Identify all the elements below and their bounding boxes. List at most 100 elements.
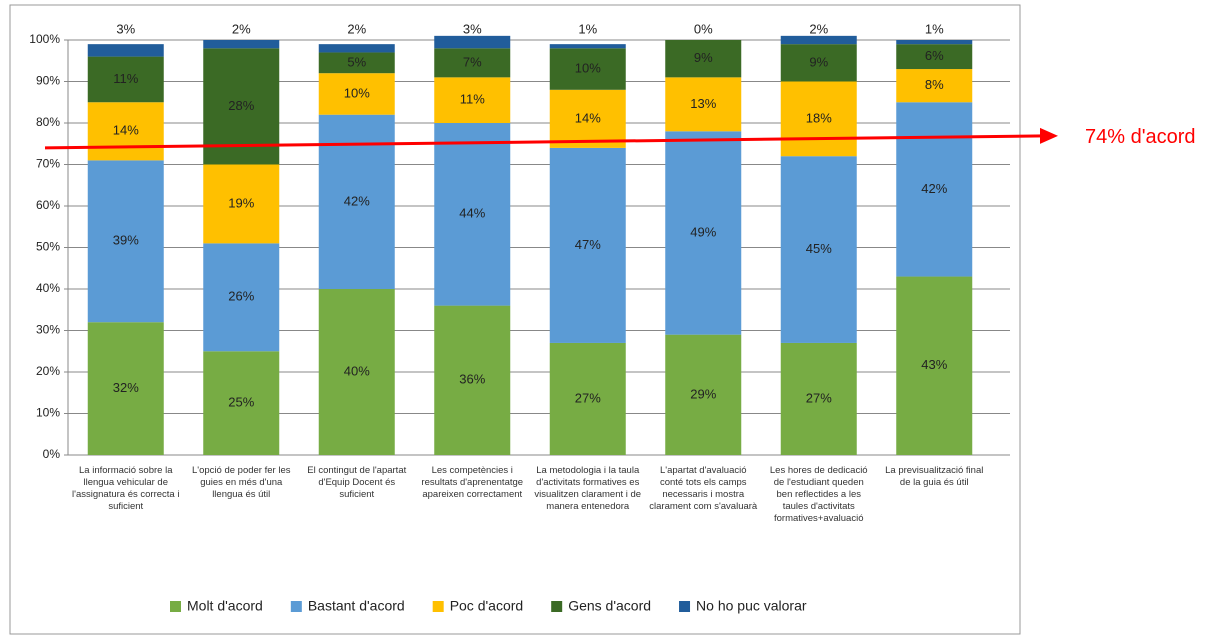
bar-segment — [896, 69, 973, 103]
data-label: 5% — [347, 54, 366, 69]
bar-segment — [780, 342, 857, 455]
bar-segment — [780, 81, 857, 157]
y-tick-label: 60% — [36, 198, 60, 212]
legend-swatch — [290, 601, 302, 612]
bar-segment — [896, 102, 973, 277]
x-tick-label: L'apartat d'avaluació conté tots els cam… — [649, 465, 758, 512]
data-label: 42% — [344, 193, 370, 208]
data-label: 18% — [806, 110, 832, 125]
legend-label: No ho puc valorar — [696, 598, 807, 614]
data-label: 9% — [809, 54, 828, 69]
legend-swatch — [432, 601, 444, 612]
data-label: 13% — [690, 96, 716, 111]
bar-segment — [203, 351, 280, 455]
bar-segment — [665, 131, 742, 335]
bar-segment — [87, 160, 164, 323]
data-label: 10% — [344, 85, 370, 100]
bar-segment — [318, 289, 395, 455]
x-tick-label: La metodologia i la taula d'activitats f… — [534, 465, 642, 512]
data-label: 45% — [806, 241, 832, 256]
data-label: 3% — [116, 21, 135, 36]
x-tick-label: Les competències i resultats d'aprenenta… — [421, 465, 524, 500]
data-label: 25% — [228, 395, 254, 410]
bar-segment — [780, 44, 857, 82]
bar-segment — [318, 73, 395, 115]
data-label: 19% — [228, 195, 254, 210]
bar-segment — [434, 123, 511, 306]
y-tick-label: 50% — [36, 240, 60, 254]
bar-segment — [87, 56, 164, 103]
y-tick-label: 80% — [36, 115, 60, 129]
annotation-text: 74% d'acord — [1085, 126, 1196, 148]
x-tick-label: El contingut de l'apartat d'Equip Docent… — [307, 465, 407, 500]
bar-segment — [318, 52, 395, 74]
legend-label: Bastant d'acord — [308, 598, 405, 614]
y-tick-label: 0% — [43, 447, 61, 461]
data-label: 2% — [232, 21, 251, 36]
x-tick-label: La informació sobre la llengua vehicular… — [72, 465, 180, 512]
bar-segment — [203, 40, 280, 49]
bar-segment — [87, 322, 164, 455]
bar-segment — [203, 164, 280, 244]
chart-frame — [9, 4, 1021, 635]
bar-segment — [87, 102, 164, 161]
data-label: 14% — [575, 110, 601, 125]
bar-segment — [665, 40, 742, 78]
legend-swatch — [551, 601, 563, 612]
annotation-line — [44, 134, 1046, 150]
bar-segment — [549, 342, 626, 455]
x-tick-label: Les hores de dedicació de l'estudiant qu… — [769, 465, 868, 524]
bar-segment — [665, 334, 742, 455]
bar-segment — [665, 77, 742, 132]
y-tick-label: 30% — [36, 323, 60, 337]
data-label: 43% — [921, 357, 947, 372]
data-label: 11% — [460, 92, 485, 107]
data-label: 32% — [113, 380, 139, 395]
bar-segment — [549, 147, 626, 343]
data-label: 40% — [344, 363, 370, 378]
y-tick-label: 40% — [36, 281, 60, 295]
bar-segment — [896, 40, 973, 45]
legend-swatch — [679, 601, 691, 612]
data-label: 9% — [694, 50, 713, 65]
data-label: 2% — [347, 21, 366, 36]
y-tick-label: 10% — [36, 406, 60, 420]
legend-label: Gens d'acord — [568, 598, 651, 614]
data-label: 14% — [113, 123, 139, 138]
data-label: 27% — [575, 390, 601, 405]
bar-segment — [318, 44, 395, 53]
annotation-arrowhead — [1040, 127, 1058, 144]
data-label: 27% — [806, 390, 832, 405]
data-label: 2% — [809, 21, 828, 36]
data-label: 3% — [463, 21, 482, 36]
y-tick-label: 90% — [36, 74, 60, 88]
bar-segment — [549, 44, 626, 49]
bar-segment — [780, 35, 857, 45]
bar-segment — [896, 44, 973, 70]
bar-segment — [549, 89, 626, 148]
bar-segment — [87, 44, 164, 57]
data-label: 36% — [459, 372, 485, 387]
bar-segment — [434, 305, 511, 455]
data-label: 44% — [459, 206, 485, 221]
y-tick-label: 20% — [36, 364, 60, 378]
y-tick-label: 100% — [29, 32, 60, 46]
data-label: 39% — [113, 233, 139, 248]
data-label: 1% — [578, 21, 597, 36]
bar-segment — [896, 276, 973, 455]
bar-segment — [434, 77, 511, 123]
data-label: 6% — [925, 48, 944, 63]
data-label: 11% — [113, 71, 138, 86]
legend-swatch — [170, 601, 181, 612]
y-tick-label: 70% — [36, 157, 60, 171]
legend-label: Poc d'acord — [450, 598, 524, 614]
data-label: 29% — [690, 386, 716, 401]
bar-segment — [203, 243, 280, 352]
data-label: 1% — [925, 21, 944, 36]
bar-segment — [434, 48, 511, 78]
x-tick-label: La previsualització final de la guia és … — [885, 465, 984, 488]
legend-label: Molt d'acord — [187, 598, 263, 614]
data-label: 42% — [921, 181, 947, 196]
